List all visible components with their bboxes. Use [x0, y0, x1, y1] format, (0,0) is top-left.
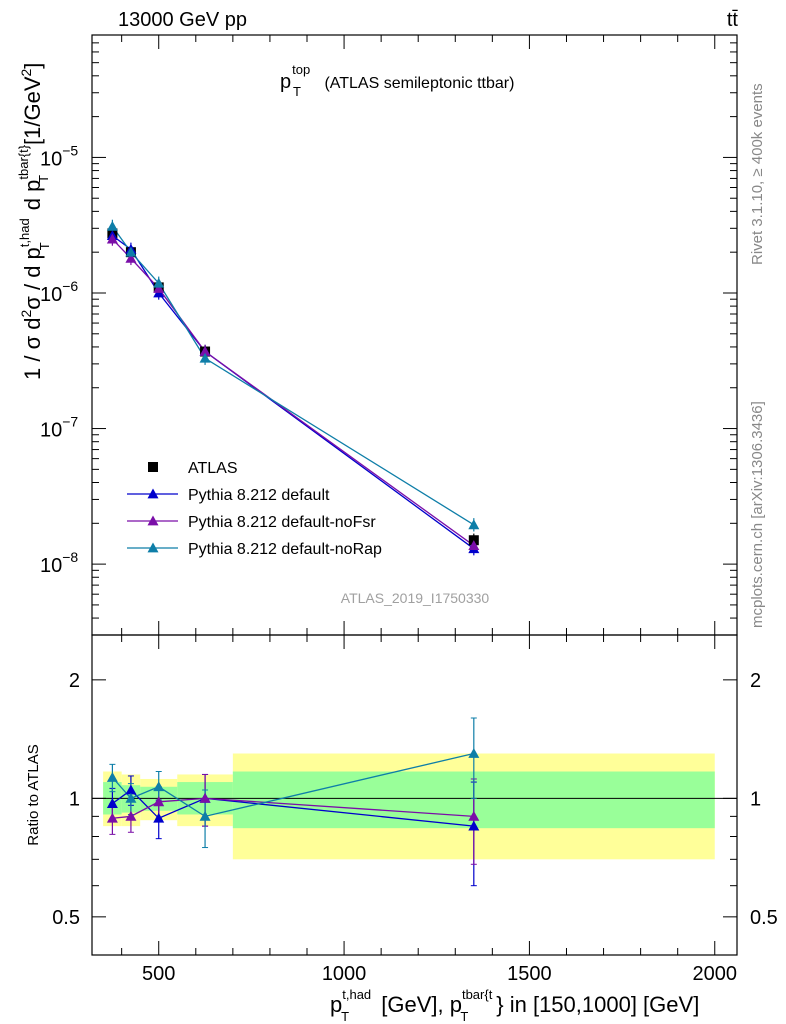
legend-label: ATLAS: [188, 460, 238, 477]
mc-point: [199, 352, 211, 363]
ratio-point: [125, 810, 137, 821]
ratio-point: [468, 747, 480, 758]
x-tick-label: 1000: [322, 963, 367, 985]
ratio-point: [153, 812, 165, 823]
main-markers: [106, 220, 480, 554]
legend-marker: [147, 542, 159, 553]
x-tick-label: 2000: [693, 963, 738, 985]
ratio-point: [199, 792, 211, 803]
header-left: 13000 GeV pp: [118, 9, 247, 31]
mc-point: [153, 282, 165, 293]
x-tick-label: 500: [142, 963, 175, 985]
legend-marker: [148, 462, 158, 472]
ratio-point: [125, 784, 137, 795]
ratio-point: [106, 812, 118, 823]
mc-point: [153, 277, 165, 288]
mc-point: [468, 540, 480, 550]
plot-title: ptop T (ATLAS semileptonic ttbar): [280, 62, 514, 99]
ratio-point: [125, 792, 137, 803]
mc-point: [468, 519, 480, 530]
ratio-point: [106, 771, 118, 782]
ratio-point: [153, 796, 165, 807]
ratio-point: [199, 810, 211, 821]
ratio-plot-frame: [91, 634, 738, 956]
main-y-axis-label: 1 / σ d2σ / d pt,had T d ptbar{t} T[1/GeV2…: [16, 63, 52, 380]
legend-label: Pythia 8.212 default-noFsr: [188, 514, 376, 531]
ratio-point: [106, 798, 118, 808]
rivet-label: Rivet 3.1.10, ≥ 400k events: [749, 83, 766, 265]
ratio-uncertainty-bands: [103, 753, 715, 860]
y-tick-label: 10−6: [40, 278, 78, 306]
ratio-y-tick-label-right: 0.5: [750, 907, 778, 929]
mcplots-label: mcplots.cern.ch [arXiv:1306.3436]: [749, 401, 766, 628]
header-right: tt̄: [727, 9, 739, 31]
ratio-point: [468, 810, 480, 821]
ratio-y-axis-label: Ratio to ATLAS: [25, 744, 42, 845]
legend-marker: [147, 515, 159, 526]
legend-item: Pythia 8.212 default: [127, 487, 330, 504]
legend-label: Pythia 8.212 default-noRap: [188, 541, 382, 558]
mc-point: [106, 233, 118, 244]
analysis-watermark: ATLAS_2019_I1750330: [341, 590, 490, 606]
series-line-3: [111, 225, 475, 526]
main-error-bars: [111, 219, 475, 556]
ratio-point: [153, 781, 165, 792]
legend-item: Pythia 8.212 default-noFsr: [127, 514, 376, 531]
y-tick-label: 10−8: [40, 549, 78, 577]
x-tick-label: 1500: [507, 963, 552, 985]
y-tick-label: 10−7: [40, 414, 78, 442]
mc-point: [125, 252, 137, 263]
y-tick-label: 10−5: [40, 142, 78, 170]
ratio-y-tick-label: 2: [69, 670, 80, 692]
title-sup: top: [292, 62, 310, 77]
legend-label: Pythia 8.212 default: [188, 487, 330, 504]
ratio-axis-ticks: 0.5 0.5 1 1 2 2 500 1000 1500 2000: [52, 635, 778, 985]
ratio-y-tick-label-right: 1: [750, 788, 761, 810]
ratio-y-tick-label-right: 2: [750, 670, 761, 692]
legend: ATLAS Pythia 8.212 default Pythia 8.212 de…: [127, 460, 382, 558]
title-rest: (ATLAS semileptonic ttbar): [320, 75, 514, 92]
x-axis-label: pt,had T [GeV], ptbar{t T} in [150,1000] […: [330, 987, 699, 1024]
title-base: p: [280, 71, 291, 93]
legend-marker: [147, 488, 159, 499]
mc-point: [125, 246, 137, 257]
ratio-y-tick-label: 1: [69, 788, 80, 810]
ratio-markers: [106, 747, 480, 831]
title-sub: T: [293, 84, 301, 99]
legend-item: Pythia 8.212 default-noRap: [127, 541, 382, 558]
ratio-y-tick-label: 0.5: [52, 907, 80, 929]
legend-item: ATLAS: [148, 460, 238, 477]
mc-point: [199, 346, 211, 356]
ratio-point: [468, 820, 480, 831]
main-axis-ticks: 10−5 10−6 10−7 10−8: [40, 34, 737, 636]
mc-point: [106, 220, 118, 231]
